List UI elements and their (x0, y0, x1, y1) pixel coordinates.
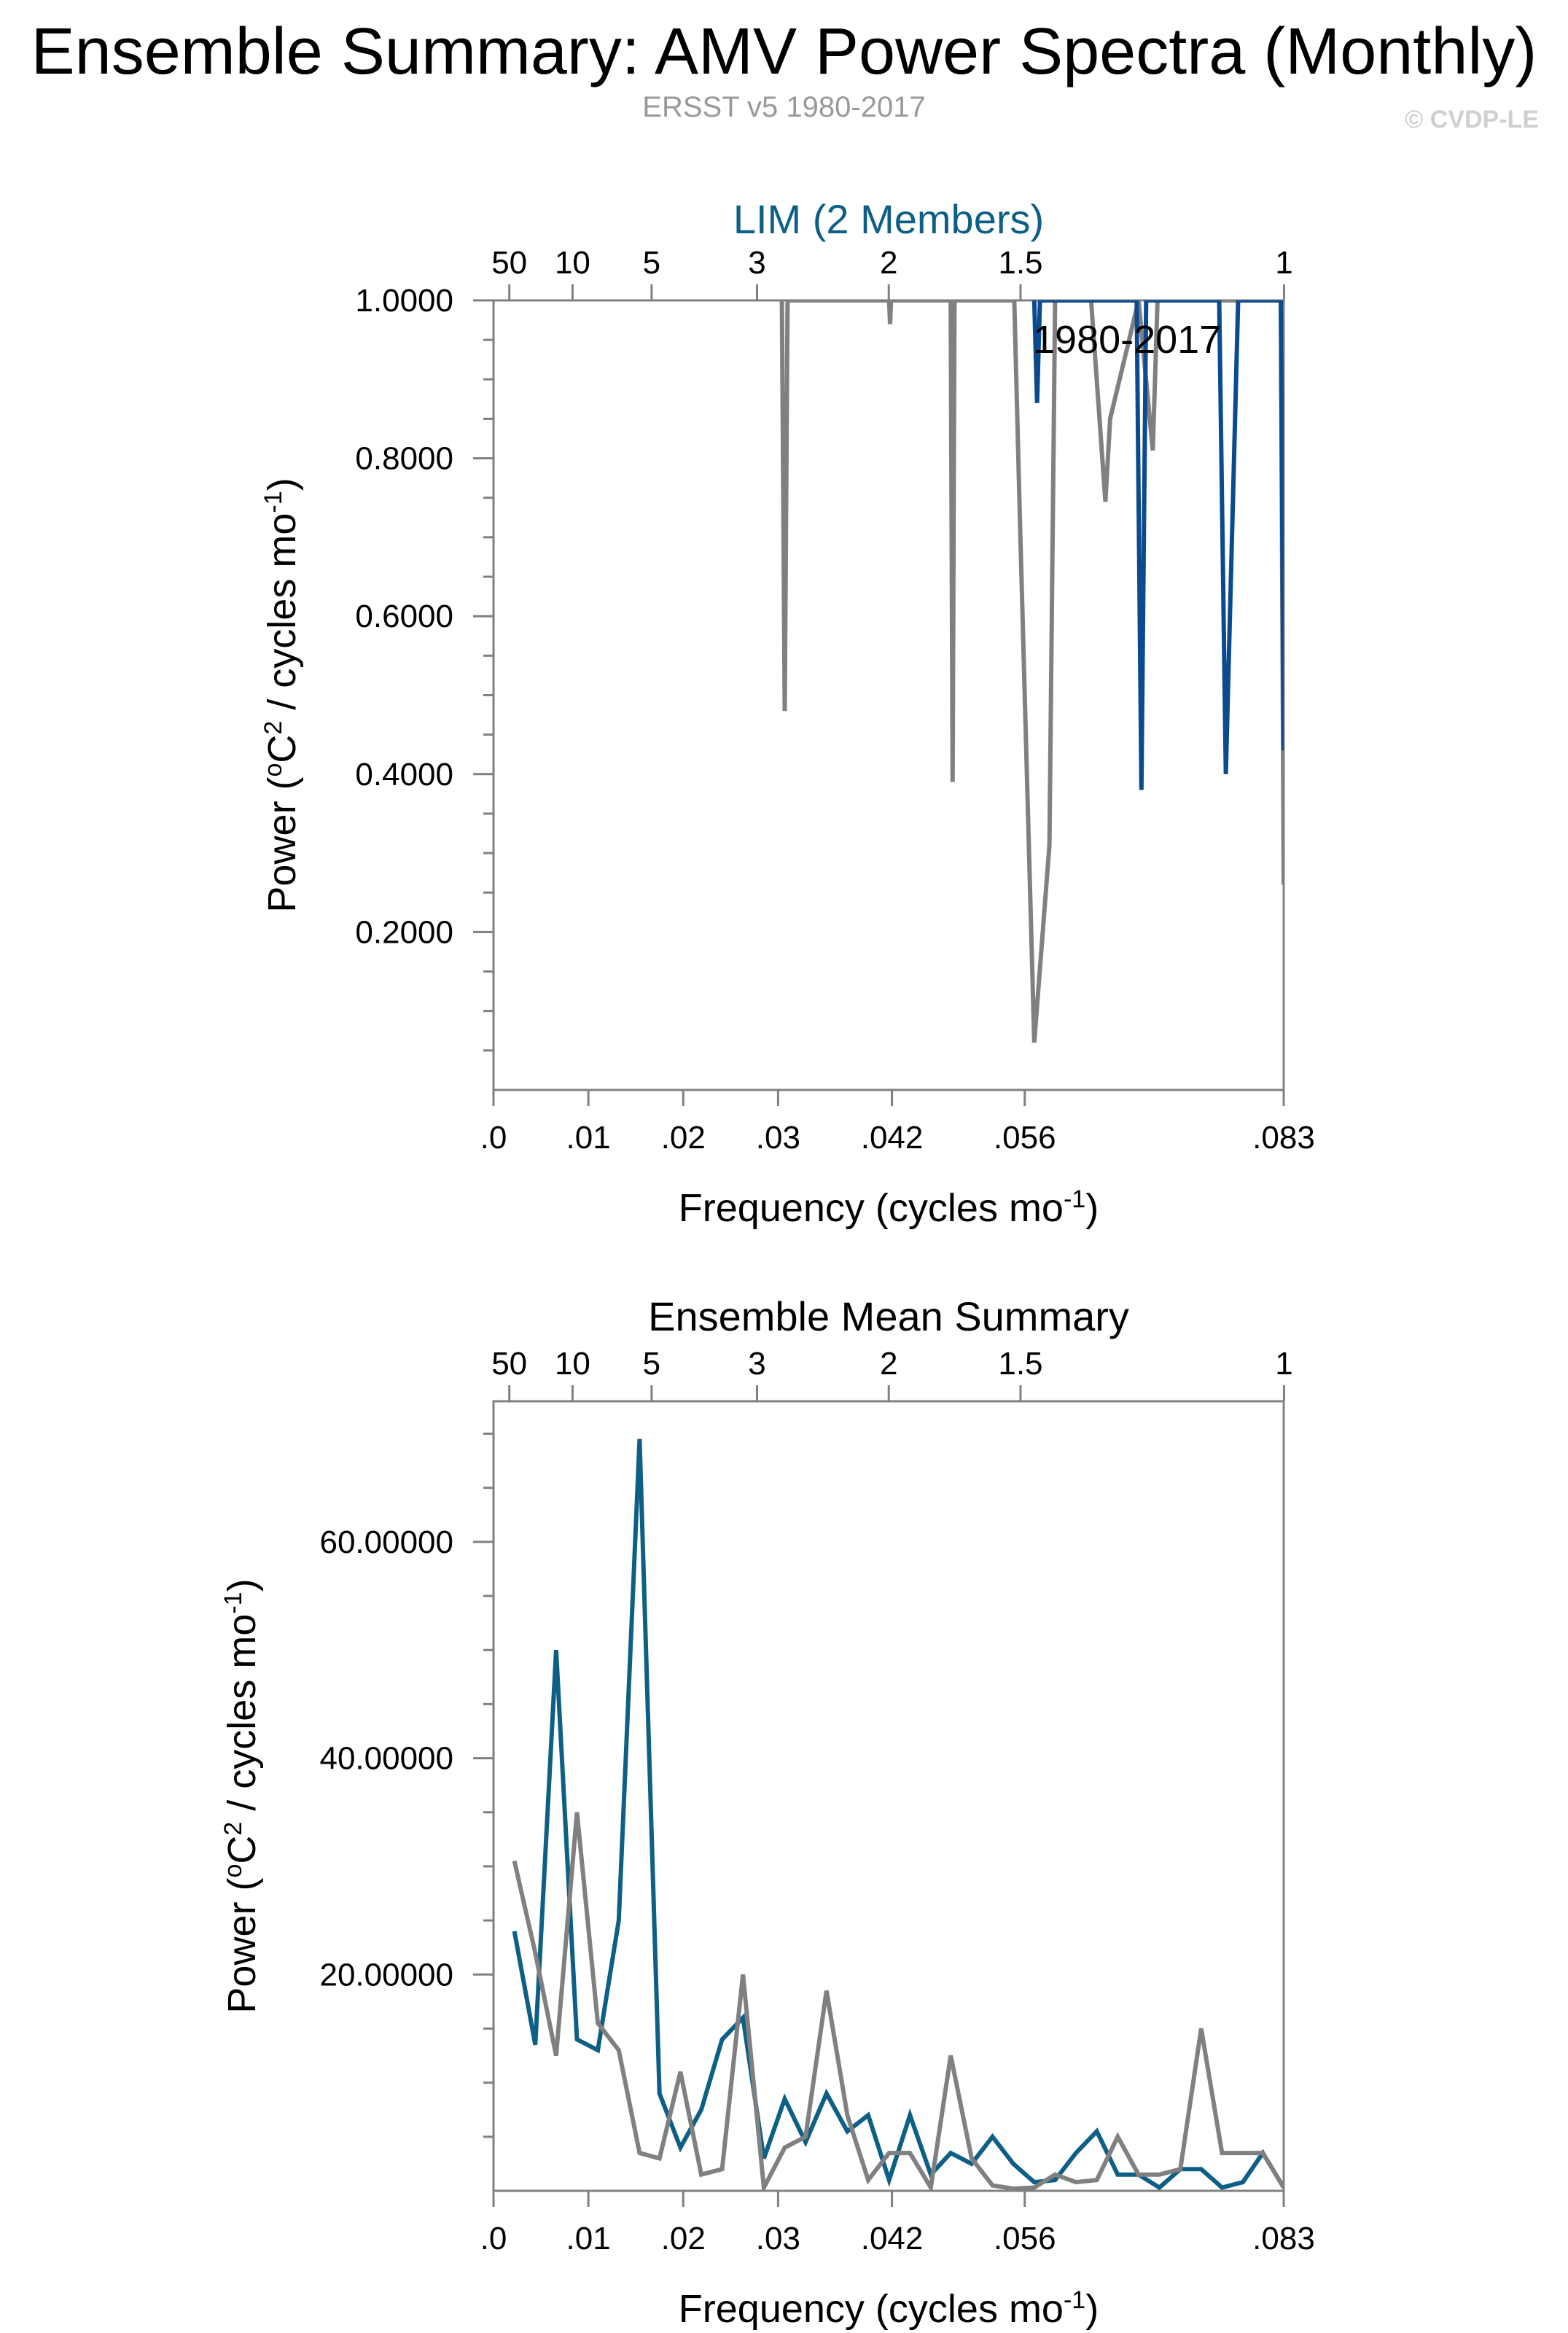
subtitle: ERSST v5 1980-2017 (642, 91, 926, 123)
period-tick-label: 1.5 (998, 1346, 1042, 1382)
x-tick-label: .083 (1252, 2221, 1315, 2256)
period-tick-label: 5 (643, 245, 660, 281)
x-tick-label: .03 (756, 1120, 800, 1156)
period-tick-label: 1 (1275, 245, 1292, 281)
y-tick-label: 0.2000 (355, 914, 453, 950)
x-tick-label: .042 (861, 2221, 924, 2256)
y-tick-label: 40.00000 (319, 1741, 453, 1777)
y-tick-label: 0.4000 (355, 757, 453, 792)
x-tick-label: .02 (661, 1120, 706, 1156)
x-tick-label: .0 (480, 2221, 507, 2256)
x-tick-label: .042 (861, 1120, 924, 1156)
x-tick-label: .056 (994, 2221, 1056, 2256)
y-tick-label: 60.00000 (319, 1524, 453, 1560)
period-tick-label: 3 (748, 245, 765, 281)
period-tick-label: 10 (555, 245, 590, 281)
panel-title: LIM (2 Members) (733, 196, 1044, 242)
period-tick-label: 50 (491, 1346, 527, 1382)
x-tick-label: .01 (566, 2221, 611, 2256)
y-tick-label: 0.6000 (355, 599, 453, 634)
x-tick-label: .02 (661, 2221, 706, 2256)
x-axis-label: Frequency (cycles mo-1) (679, 1185, 1099, 1230)
period-tick-label: 1 (1275, 1346, 1292, 1382)
y-tick-label: 1.0000 (355, 283, 453, 319)
x-tick-label: .0 (480, 1120, 507, 1156)
main-title: Ensemble Summary: AMV Power Spectra (Mon… (31, 15, 1537, 88)
series-line-1 (512, 1438, 1284, 2191)
series-line-2 (512, 1812, 1284, 2191)
period-tick-label: 2 (880, 245, 897, 281)
plot-frame (492, 299, 1285, 1091)
chart-panel-1: LIM (2 Members).0.01.02.03.042.056.08350… (260, 196, 1315, 1230)
x-tick-label: .01 (566, 1120, 611, 1156)
plot-frame (492, 1400, 1285, 2192)
series-line-2 (1031, 300, 1284, 790)
period-tick-label: 5 (643, 1346, 660, 1382)
period-tick-label: 1.5 (998, 245, 1042, 281)
copyright-watermark: © CVDP-LE (1405, 106, 1539, 133)
x-tick-label: .083 (1252, 1120, 1315, 1156)
period-annotation: 1980-2017 (1033, 318, 1221, 362)
y-axis-label: Power (oC2 / cycles mo-1) (219, 1578, 264, 2013)
y-axis-label: Power (oC2 / cycles mo-1) (260, 478, 304, 912)
series-line-1 (779, 300, 1284, 1043)
x-axis-label: Frequency (cycles mo-1) (679, 2286, 1099, 2331)
x-tick-label: .056 (994, 1120, 1056, 1156)
period-tick-label: 10 (555, 1346, 590, 1382)
chart-panel-2: Ensemble Mean Summary .0 .01 .02 .03 .042 .056… (219, 1293, 1315, 2331)
y-tick-label: 20.00000 (319, 1957, 453, 1993)
period-tick-label: 3 (748, 1346, 765, 1382)
panel-title: Ensemble Mean Summary (648, 1293, 1129, 1339)
period-tick-label: 2 (880, 1346, 897, 1382)
period-tick-label: 50 (491, 245, 527, 281)
x-tick-label: .03 (756, 2221, 800, 2256)
y-tick-label: 0.8000 (355, 441, 453, 477)
